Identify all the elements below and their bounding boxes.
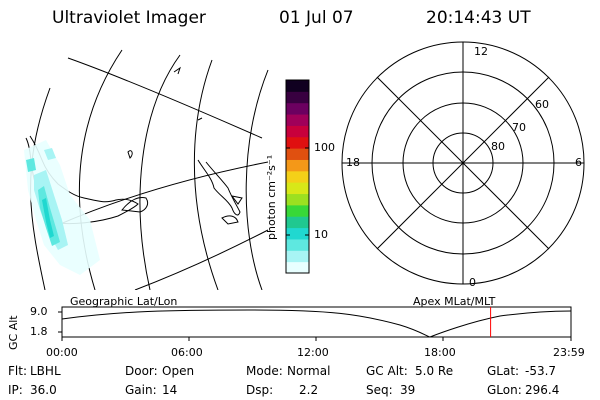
altitude-timeline [58, 306, 572, 341]
colorbar-segment [286, 159, 309, 172]
date-label: 01 Jul 07 [279, 8, 354, 28]
timeline-ytick-9: 9.0 [30, 305, 48, 318]
colorbar-segment [286, 182, 309, 195]
info-glat-value: -53.7 [525, 364, 557, 378]
polar-plot [341, 41, 585, 285]
mlt-label-6: 6 [575, 156, 582, 169]
timeline-xtick-1200: 12:00 [297, 346, 329, 359]
geographic-label: Geographic Lat/Lon [70, 295, 178, 308]
info-dsp-label: Dsp: [246, 383, 274, 397]
info-dsp-value: 2.2 [299, 383, 319, 397]
colorbar-unit-label: photon cm⁻²s⁻¹ [265, 154, 278, 240]
mlat-label-60: 60 [535, 98, 549, 111]
colorbar-segment [286, 170, 309, 183]
info-mode-value: Normal [287, 364, 331, 378]
color-bar-ticks [285, 79, 310, 274]
colorbar-segment [286, 136, 309, 149]
colorbar-segment [286, 238, 309, 251]
color-bar [286, 80, 309, 274]
mlt-label-18: 18 [346, 156, 360, 169]
info-seq-label: Seq: [366, 383, 393, 397]
info-gain-label: Gain: [125, 383, 157, 397]
colorbar-segment [286, 114, 309, 126]
time-label: 20:14:43 UT [426, 8, 531, 28]
info-gcalt-value: 5.0 Re [415, 364, 454, 378]
app-title: Ultraviolet Imager [52, 8, 206, 28]
timeline-xtick-1800: 18:00 [424, 346, 456, 359]
info-seq-value: 39 [400, 383, 416, 397]
info-glat-label: GLat: [487, 364, 520, 378]
colorbar-segment [286, 204, 309, 217]
timeline-xtick-0600: 06:00 [171, 346, 203, 359]
info-flt-label: Flt: [8, 364, 27, 378]
geographic-map [24, 49, 269, 290]
mlat-label-80: 80 [491, 140, 505, 153]
colorbar-segment [286, 80, 309, 92]
altitude-curve [61, 309, 572, 338]
aurora-pixels [24, 140, 100, 275]
colorbar-segment [286, 148, 309, 160]
colorbar-segment [286, 193, 309, 206]
info-glon-value: 296.4 [525, 383, 560, 397]
colorbar-segment [286, 91, 309, 104]
info-door-label: Door: [125, 364, 158, 378]
info-gcalt-label: GC Alt: [366, 364, 408, 378]
colorbar-tick-100: 100 [314, 141, 335, 154]
timeline-xtick-2359: 23:59 [553, 346, 585, 359]
info-ip-value: 36.0 [30, 383, 57, 397]
colorbar-tick-10: 10 [314, 228, 328, 241]
mlat-label-70: 70 [512, 121, 526, 134]
info-mode-label: Mode: [246, 364, 283, 378]
info-door-value: Open [162, 364, 195, 378]
timeline-ytick-1-8: 1.8 [30, 325, 48, 338]
colorbar-segment [286, 227, 309, 240]
info-flt-value: LBHL [30, 364, 61, 378]
timeline-axis-label: GC Alt [7, 315, 20, 350]
info-gain-value: 14 [162, 383, 178, 397]
info-ip-label: IP: [8, 383, 23, 397]
colorbar-segment [286, 102, 309, 115]
colorbar-segment [286, 216, 309, 229]
colorbar-segment [286, 125, 309, 138]
apex-label: Apex MLat/MLT [413, 295, 496, 308]
mlt-label-0: 0 [469, 276, 476, 289]
info-glon-label: GLon: [487, 383, 522, 397]
colorbar-segment [286, 261, 309, 274]
timeline-xtick-0000: 00:00 [46, 346, 78, 359]
mlt-label-12: 12 [474, 45, 488, 58]
colorbar-segment [286, 250, 309, 263]
